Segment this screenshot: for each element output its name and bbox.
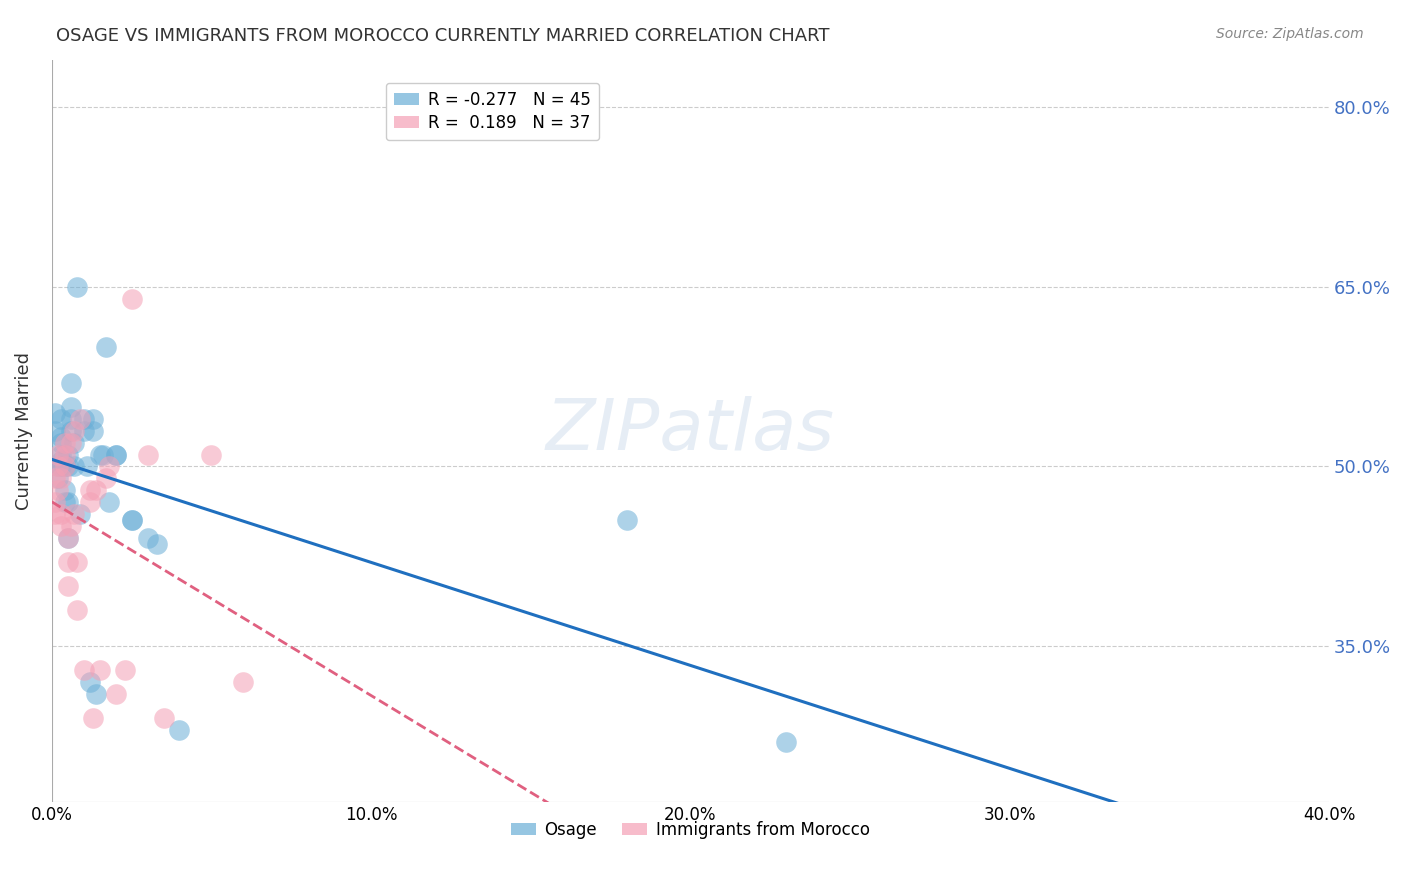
Point (53, 483, 76, 498)
Point (53, 459, 76, 474)
Point (63, 435, 86, 450)
Point (146, 537, 169, 551)
Point (53, 435, 76, 450)
Point (775, 735, 797, 749)
Point (79, 495, 101, 509)
Point (104, 687, 127, 701)
Point (56, 459, 79, 474)
Point (59, 519, 82, 533)
Point (46, 471, 69, 485)
Point (53, 448, 76, 462)
Point (56, 579, 79, 593)
Point (89, 663, 111, 677)
Point (51, 411, 73, 425)
Point (94, 471, 117, 485)
Point (46, 459, 69, 474)
Point (98, 495, 121, 509)
Point (59, 376, 82, 390)
Point (73, 663, 96, 677)
Point (73, 424, 96, 438)
Point (66, 555, 89, 569)
Point (51, 429, 73, 443)
Point (136, 448, 159, 462)
Legend: Osage, Immigrants from Morocco: Osage, Immigrants from Morocco (505, 814, 876, 846)
Point (46, 448, 69, 462)
Point (51, 453, 73, 467)
Point (69, 508, 91, 522)
Point (104, 448, 127, 462)
Point (86, 687, 108, 701)
Point (98, 459, 121, 474)
Point (59, 435, 82, 450)
Point (121, 513, 143, 527)
Point (51, 471, 73, 485)
Point (616, 513, 638, 527)
Point (44, 471, 66, 485)
Point (82, 411, 104, 425)
Point (44, 406, 66, 420)
Point (63, 459, 86, 474)
Point (44, 424, 66, 438)
Point (169, 723, 191, 737)
Point (91, 448, 114, 462)
Text: Source: ZipAtlas.com: Source: ZipAtlas.com (1216, 27, 1364, 41)
Point (53, 459, 76, 474)
Point (56, 495, 79, 509)
Point (79, 483, 101, 498)
Text: ZIPatlas: ZIPatlas (546, 396, 835, 465)
Point (73, 411, 96, 425)
Point (82, 424, 104, 438)
Point (63, 424, 86, 438)
Point (66, 280, 89, 294)
Point (86, 483, 108, 498)
Point (152, 711, 174, 725)
Point (63, 508, 86, 522)
Point (69, 411, 91, 425)
Text: OSAGE VS IMMIGRANTS FROM MOROCCO CURRENTLY MARRIED CORRELATION CHART: OSAGE VS IMMIGRANTS FROM MOROCCO CURRENT… (56, 27, 830, 45)
Point (46, 459, 69, 474)
Point (59, 424, 82, 438)
Point (46, 483, 69, 498)
Point (232, 674, 254, 689)
Point (200, 448, 222, 462)
Point (51, 459, 73, 474)
Point (51, 519, 73, 533)
Point (51, 448, 73, 462)
Point (56, 555, 79, 569)
Point (51, 435, 73, 450)
Point (59, 400, 82, 414)
Point (136, 531, 159, 545)
Point (59, 411, 82, 425)
Point (121, 292, 143, 306)
Point (114, 663, 136, 677)
Point (94, 340, 117, 354)
Point (44, 508, 66, 522)
Point (56, 448, 79, 462)
Point (82, 711, 104, 725)
Y-axis label: Currently Married: Currently Married (15, 351, 32, 509)
Point (53, 495, 76, 509)
Point (51, 508, 73, 522)
Point (44, 495, 66, 509)
Point (66, 603, 89, 617)
Point (89, 448, 111, 462)
Point (121, 513, 143, 527)
Point (104, 448, 127, 462)
Point (56, 531, 79, 545)
Point (76, 459, 98, 474)
Point (56, 531, 79, 545)
Point (79, 674, 101, 689)
